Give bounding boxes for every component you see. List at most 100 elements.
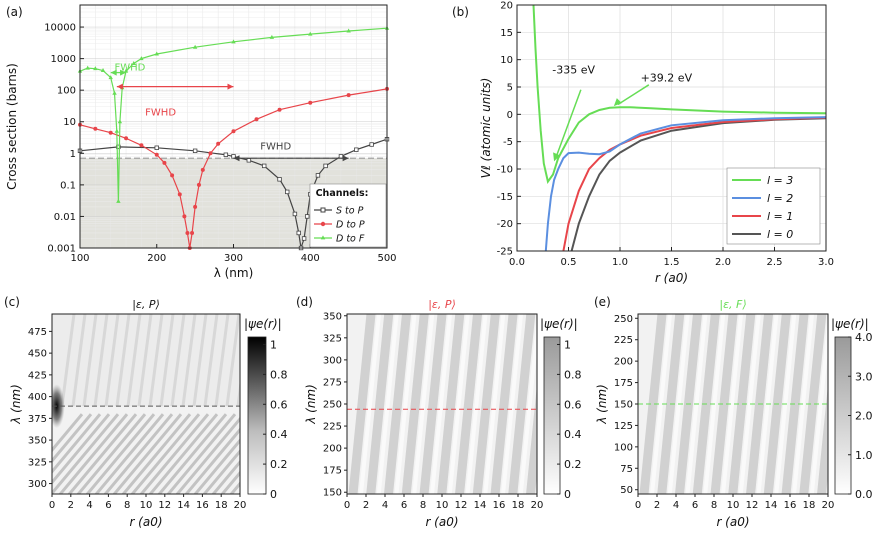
- legend-label-b-1: l = 2: [767, 192, 793, 205]
- arrowhead-335: [553, 152, 561, 162]
- data-point-d-to-p: [208, 151, 213, 156]
- fringe-light: [430, 314, 453, 494]
- potential-curve-l2: [544, 116, 826, 251]
- y-tick-label: 300: [323, 355, 342, 366]
- x-tick-label: 0: [635, 500, 641, 511]
- fringe-upper: [93, 314, 109, 407]
- fringe-light: [650, 314, 672, 494]
- fringe: [112, 413, 183, 494]
- legend-label-1: D to P: [336, 220, 365, 231]
- x-tick-label: 4: [382, 500, 388, 511]
- x-tick-label-a: 300: [224, 253, 243, 264]
- y-tick-label-b: -25: [497, 247, 513, 258]
- data-point-d-to-f: [346, 28, 351, 33]
- y-tick-label: 250: [323, 400, 342, 411]
- potential-curve-l3: [532, 5, 826, 184]
- heatmap-title: |ε, P⟩: [428, 298, 456, 311]
- x-tick-label: 20: [822, 500, 835, 511]
- fringe-upper: [126, 314, 142, 407]
- data-point-s-to-p: [301, 236, 307, 241]
- x-tick-label: 18: [215, 500, 228, 511]
- x-tick-label: 16: [784, 500, 797, 511]
- fringe: [67, 413, 138, 494]
- annotation-335: -335 eV: [552, 63, 595, 76]
- fringe: [52, 413, 84, 453]
- fringe: [710, 314, 738, 494]
- x-tick-label: 12: [746, 500, 759, 511]
- x-axis-label-b: r (a0): [655, 271, 688, 285]
- x-axis-label: r (a0): [425, 515, 458, 529]
- data-point-s-to-p: [292, 211, 298, 217]
- fringe: [211, 459, 240, 494]
- fringe-light: [738, 314, 761, 494]
- y-tick-label: 75: [620, 464, 633, 475]
- data-point-d-to-p: [185, 230, 190, 235]
- panel-label-b: (b): [452, 5, 469, 19]
- panel-b-potential-chart: -335 eV +39.2 eV 0.0 0.5 1.0 1.5 2.0 2.5 3.0 -25 -…: [479, 1, 834, 286]
- x-tick-label: 6: [105, 500, 111, 511]
- data-point-d-to-p: [162, 160, 167, 165]
- colorbar-tick-label: 0.8: [564, 368, 582, 381]
- fringe-upper: [71, 314, 87, 407]
- fringe: [52, 413, 120, 494]
- fringe: [139, 413, 210, 494]
- data-point-d-to-f: [139, 56, 144, 61]
- x-tick-label: 0: [49, 500, 55, 511]
- x-tick-label: 8: [124, 500, 130, 511]
- fringe: [130, 413, 201, 494]
- data-point-d-to-p: [93, 126, 98, 131]
- data-point-d-to-f: [154, 51, 159, 56]
- fringe: [184, 427, 240, 494]
- x-tick-label: 18: [512, 500, 525, 511]
- colorbar-tick-label: 0.8: [270, 368, 288, 381]
- data-point-d-to-p: [200, 167, 205, 172]
- fringe-light: [412, 314, 435, 494]
- data-point-d-to-p: [216, 141, 221, 146]
- colorbar-tick-label: 0: [564, 488, 571, 501]
- fringe-light: [483, 314, 506, 494]
- fringe-upper: [225, 314, 240, 407]
- colorbar-tick-label: 0.6: [270, 398, 288, 411]
- bright-spot: [52, 384, 65, 429]
- panel-label-d: (d): [296, 295, 313, 309]
- heatmap-title: |ε, P⟩: [132, 298, 160, 311]
- data-point-s-to-p: [261, 163, 267, 169]
- data-point-d-to-f: [116, 198, 121, 203]
- y-axis-label-a: Cross section (barns): [5, 63, 19, 190]
- y-tick-label-a: 1000: [51, 54, 76, 65]
- fringe-light: [501, 314, 524, 494]
- fwhd-label-1: FWHD: [145, 107, 176, 118]
- y-tick-label: 350: [28, 436, 47, 447]
- fringe: [52, 413, 111, 485]
- x-tick-label-b: 2.5: [767, 257, 783, 268]
- fringe-upper: [170, 314, 186, 407]
- y-tick-label-a: 0.001: [47, 244, 76, 255]
- fringe: [52, 413, 102, 474]
- data-point-d-to-p: [346, 93, 351, 98]
- data-point-s-to-p: [323, 163, 328, 169]
- y-tick-label-b: -10: [497, 165, 513, 176]
- fwhd-arrowhead-left-2: [233, 155, 240, 162]
- fringe: [103, 413, 174, 494]
- y-tick-label: 225: [323, 422, 342, 433]
- arrow-line-335: [555, 89, 582, 158]
- panel-label-c: (c): [4, 295, 20, 309]
- colorbar: [247, 336, 267, 495]
- x-tick-label: 4: [673, 500, 679, 511]
- x-tick-label: 6: [401, 500, 407, 511]
- colorbar-tick-label: 0.0: [855, 488, 872, 501]
- x-tick-label: 6: [692, 500, 698, 511]
- y-tick-label: 150: [614, 400, 633, 411]
- fringe: [366, 314, 394, 494]
- x-tick-label: 12: [455, 500, 468, 511]
- data-point-d-to-p: [139, 143, 144, 148]
- y-tick-label-a: 10000: [44, 23, 76, 34]
- data-point-d-to-p: [108, 130, 113, 135]
- data-point-s-to-p: [304, 214, 310, 219]
- y-tick-label-a: 0.01: [54, 212, 76, 223]
- y-tick-label: 200: [323, 444, 342, 455]
- fringe: [781, 314, 809, 494]
- y-tick-label-b: 10: [500, 55, 513, 66]
- x-tick-label-b: 0.5: [561, 257, 577, 268]
